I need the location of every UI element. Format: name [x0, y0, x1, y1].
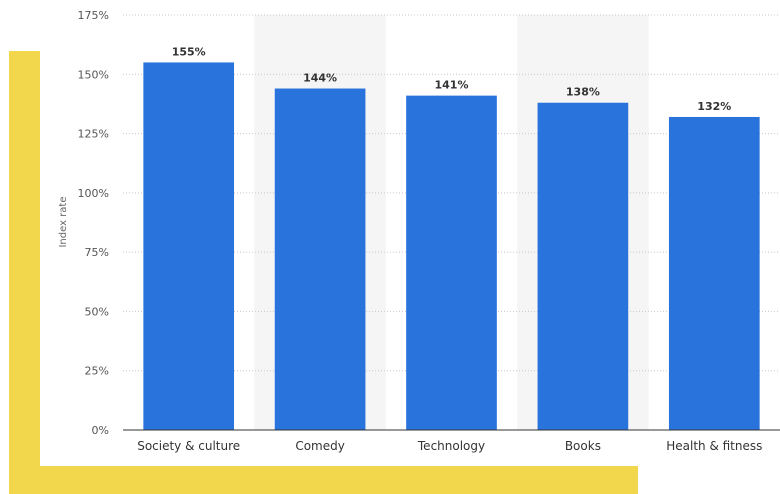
data-labels: 155% 144% 141% 138% 132%: [172, 45, 732, 113]
data-label: 138%: [566, 86, 600, 99]
y-tick-label: 125%: [78, 128, 109, 141]
accent-bar-horizontal: [9, 466, 638, 494]
x-tick-label: Health & fitness: [666, 439, 762, 453]
y-tick-label: 25%: [85, 365, 109, 378]
bar: [668, 116, 760, 430]
decor-layer: [9, 51, 638, 494]
bar: [274, 88, 366, 430]
x-tick-label: Technology: [417, 439, 485, 453]
y-axis-title: Index rate: [58, 196, 69, 247]
data-label: 132%: [697, 100, 731, 113]
bar: [406, 95, 497, 430]
y-axis-ticks: 0% 25% 50% 75% 100% 125% 150% 175%: [78, 9, 109, 437]
bars: [143, 62, 760, 431]
x-axis-ticks: Society & culture Comedy Technology Books He…: [137, 439, 762, 453]
x-tick-label: Society & culture: [137, 439, 240, 453]
y-tick-label: 0%: [92, 424, 109, 437]
bar: [143, 62, 235, 431]
y-tick-label: 75%: [85, 246, 109, 259]
data-label: 141%: [435, 79, 469, 92]
x-tick-label: Books: [565, 439, 601, 453]
y-tick-label: 150%: [78, 68, 109, 81]
x-tick-label: Comedy: [295, 439, 345, 453]
data-label: 155%: [172, 45, 206, 58]
y-tick-label: 100%: [78, 187, 109, 200]
data-label: 144%: [303, 72, 337, 85]
accent-bar-vertical: [9, 51, 40, 494]
bar: [537, 102, 629, 430]
y-tick-label: 50%: [85, 305, 109, 318]
y-tick-label: 175%: [78, 9, 109, 22]
